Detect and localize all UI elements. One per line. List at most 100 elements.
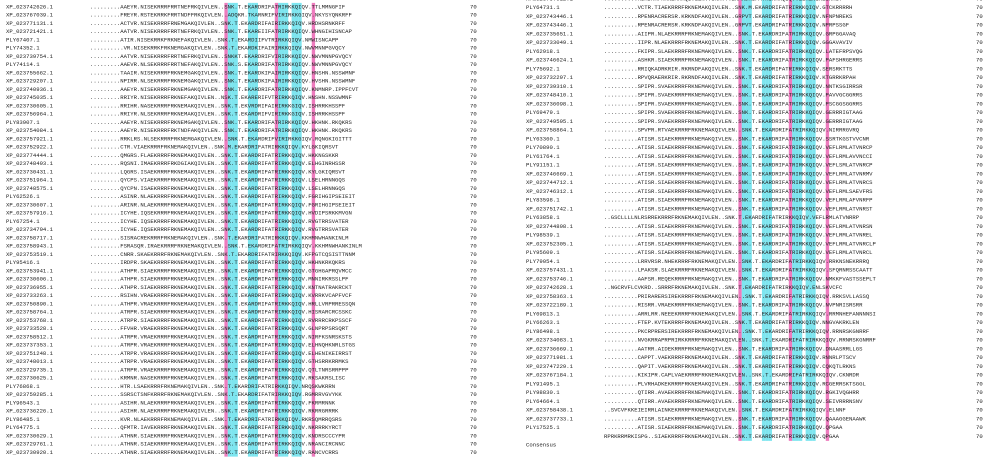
conserved-column	[738, 0, 742, 441]
similar-column	[745, 0, 749, 441]
sequence-length: 70	[976, 188, 983, 195]
sequence: .........KRMNR.NASEKRRRFRKNEMAKQIVLEN..S…	[90, 375, 346, 382]
sequence: .........RRIYR.NLSEKRRRFRKNEMAKQIVLEN..S…	[90, 111, 345, 118]
sequence-id: XP_023743446.1	[526, 22, 574, 29]
similar-column	[234, 2, 238, 457]
sequence-id: XP_023736098.1	[526, 100, 574, 107]
sequence-id: XP_023748013.1	[6, 358, 54, 365]
sequence-id: XP_023771131.1	[6, 20, 54, 27]
sequence: ..........ATISR.SIAEKRRRFRKNEMAKQIVLEN..…	[604, 249, 873, 256]
sequence-id: XP_023743446.1	[526, 13, 574, 20]
conserved-column	[311, 2, 316, 457]
sequence: ..........ATISR.SIAEKRRRFRKNEMAKQIVLEN..…	[604, 153, 873, 160]
sequence-length: 70	[976, 92, 983, 99]
sequence-id: XP_023729761.1	[6, 441, 54, 448]
sequence-id: XP_023757921.1	[6, 135, 54, 142]
sequence: .........KVR.NLAEKRRRFRKNEMAKQIVLEN..SNK…	[90, 416, 342, 423]
sequence-id: XP_023757916.1	[6, 210, 54, 217]
sequence: ..........ATISR.SIAEKRRRFRKNEMAKQIVLEN..…	[604, 135, 870, 142]
sequence-length: 70	[470, 177, 477, 184]
sequence-id: PLY61764.1	[526, 153, 560, 160]
sequence-length: 70	[976, 30, 983, 37]
sequence-length: 70	[976, 162, 983, 169]
sequence-length: 70	[470, 3, 477, 10]
sequence: .........ATRPR.VRAEKRRRFRKNEMAKQIVLEN..S…	[90, 358, 349, 365]
sequence-length: 70	[976, 109, 983, 116]
sequence-length: 70	[976, 389, 983, 396]
similar-column	[812, 0, 816, 441]
sequence-length: 70	[470, 226, 477, 233]
sequence-length: 70	[470, 416, 477, 423]
similar-column	[765, 0, 769, 441]
similar-column	[247, 2, 252, 457]
sequence-id: XP_023739754.1	[6, 53, 54, 60]
sequence-id: XP_023732297.1	[526, 74, 574, 81]
sequence-id: XP_023767184.1	[526, 372, 574, 379]
similar-column	[278, 2, 282, 457]
sequence: RPRKRRMRKISPG..SIAEKRRRFRKNEMAKQIVLEN..S…	[604, 433, 840, 440]
sequence-id: XP_023729207.1	[6, 78, 54, 85]
conserved-column	[788, 0, 793, 441]
sequence-id: XP_023730629.1	[6, 432, 54, 439]
sequence-length: 70	[470, 325, 477, 332]
sequence-length: 70	[470, 168, 477, 175]
sequence-id: XP_023758363.1	[526, 293, 574, 300]
sequence: .........IRDPR.SKAEKRRRFRKNEMAKQIVLEN..S…	[90, 259, 346, 266]
sequence-length: 70	[976, 22, 983, 29]
sequence-length: 70	[470, 210, 477, 217]
sequence-id: XP_023767039.1	[6, 12, 54, 19]
sequence-id: PLY91495.1	[526, 380, 560, 387]
sequence-length: 70	[976, 214, 983, 221]
similar-column	[808, 0, 813, 441]
sequence-id: PLY96543.1	[6, 399, 40, 406]
sequence-length: 70	[470, 358, 477, 365]
sequence-length: 70	[470, 342, 477, 349]
sequence: ..........ATISR.SIAEKRRRFRKNEMAKQIVLEN..…	[604, 223, 873, 230]
sequence-length: 70	[470, 160, 477, 167]
sequence: ..........ATISR.SIAEKRRRFRKNEMAKQIVLEN..…	[604, 188, 873, 195]
sequence: .........QYCPS.VIAEKRRRFRKNEMAKQIVLEN..S…	[90, 177, 346, 184]
sequence-length: 70	[976, 57, 983, 64]
sequence-length: 70	[976, 223, 983, 230]
sequence-id: XP_023758717.1	[6, 234, 54, 241]
sequence-length: 70	[470, 69, 477, 76]
sequence-length: 70	[976, 363, 983, 370]
sequence-length: 70	[470, 366, 477, 373]
sequence-id: XP_023722189.1	[526, 302, 574, 309]
sequence-id: XP_023746312.1	[526, 188, 574, 195]
sequence: .........ACTVR.NISEKRRRFRNEMGAKQIVLEN..S…	[90, 20, 345, 27]
sequence: ..........SPIPR.SVAEKRRRFRKNEMAKQIVLEN..…	[604, 118, 863, 125]
sequence-id: XP_023735651.1	[526, 30, 574, 37]
sequence-id: PLY63858.1	[526, 214, 560, 221]
sequence-id: PLY95416.1	[6, 259, 40, 266]
sequence-length: 70	[976, 127, 983, 134]
sequence-length: 70	[470, 94, 477, 101]
sequence-length: 70	[976, 135, 983, 142]
similar-column	[768, 0, 772, 441]
sequence: .........ATRPR.VRAEKRRRFRKNEMAKQIVLEN..S…	[90, 342, 356, 349]
sequence-id: PLY63360.1	[526, 135, 560, 142]
sequence: .........RSIHN.VRAEKRRRFRKNEMAKQIVLEN..S…	[90, 292, 352, 299]
sequence: .........AATVR.NISEKRRRFRRTNEFRKQIVLEN..…	[90, 53, 352, 60]
sequence: .........ATRPR.VRAEKRRRFRKNEMAKQIVLEN..S…	[90, 366, 349, 373]
sequence-length: 70	[470, 127, 477, 134]
sequence: ..........ATISR.SIAEKRRRFRKNEMAKQIVLEN..…	[604, 240, 877, 247]
sequence: .........QYCPN.ISAEKRRRFRKNEMAKQIVLEN..S…	[90, 185, 346, 192]
sequence: .........ATHPR.SIAEKRRRFRKNEMAKQIVLEN..S…	[90, 267, 352, 274]
sequence: ..........RPENRACRERSR.KRKNDFAKQIVLEN..G…	[604, 22, 849, 29]
sequence-length: 70	[470, 144, 477, 151]
sequence-id: XP_023733263.1	[6, 292, 54, 299]
similar-column	[281, 2, 285, 457]
sequence: .........AAEVR.NLSEKRRRFRRTNEFAKQIVLEN..…	[90, 61, 352, 68]
sequence: ..........ATISR.SIAEKRRRFRKNEMAKQIVLEN..…	[604, 415, 866, 422]
sequence-length: 70	[976, 258, 983, 265]
sequence-id: XP_023744898.1	[526, 223, 574, 230]
sequence: ..NGCRVFLCVKRD..SRRRFRKNEMAKQIVLEN..SNK.…	[604, 284, 843, 291]
sequence-id: XP_023733528.1	[6, 325, 54, 332]
sequence: ..........ATISR.SIAEKRRRFRKNEMAKQIVLEN..…	[604, 424, 843, 431]
sequence: .........ATHNR.SIAEKRRRFRKNEMAKQIVLEN..S…	[90, 432, 346, 439]
sequence-id: XP_023730605.1	[6, 102, 54, 109]
sequence-length: 70	[976, 284, 983, 291]
sequence-length: 70	[976, 232, 983, 239]
sequence-id: PLY69479.1	[526, 109, 560, 116]
